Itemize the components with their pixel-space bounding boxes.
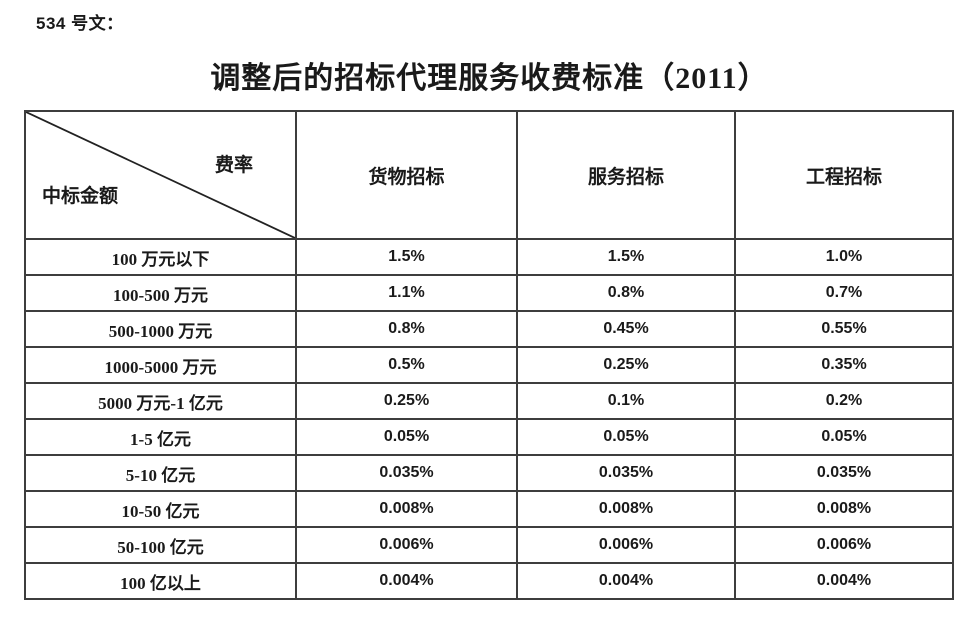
- table-row: 1-5 亿元 0.05% 0.05% 0.05%: [24, 418, 954, 456]
- table-row: 50-100 亿元 0.006% 0.006% 0.006%: [24, 526, 954, 564]
- fee-standard-table: 费率 中标金额 货物招标 服务招标 工程招标 100 万元以下 1.5% 1.5% 1…: [24, 110, 954, 600]
- rate-value-cell: 0.8%: [295, 310, 518, 348]
- rate-value-cell: 0.008%: [295, 490, 518, 528]
- rate-value-cell: 0.035%: [734, 454, 954, 492]
- row-label-bid-amount-range: 100-500 万元: [24, 274, 297, 312]
- rate-value-cell: 0.004%: [734, 562, 954, 600]
- column-header-goods-bidding: 货物招标: [295, 110, 518, 240]
- table-row: 1000-5000 万元 0.5% 0.25% 0.35%: [24, 346, 954, 384]
- diagonal-divider-line: [26, 112, 295, 238]
- rate-value-cell: 0.25%: [295, 382, 518, 420]
- row-label-bid-amount-range: 1-5 亿元: [24, 418, 297, 456]
- row-label-bid-amount-range: 1000-5000 万元: [24, 346, 297, 384]
- row-label-bid-amount-range: 100 亿以上: [24, 562, 297, 600]
- row-label-bid-amount-range: 5000 万元-1 亿元: [24, 382, 297, 420]
- rate-value-cell: 0.25%: [516, 346, 736, 384]
- table-row: 10-50 亿元 0.008% 0.008% 0.008%: [24, 490, 954, 528]
- rate-value-cell: 0.008%: [734, 490, 954, 528]
- row-label-bid-amount-range: 500-1000 万元: [24, 310, 297, 348]
- rate-value-cell: 0.035%: [295, 454, 518, 492]
- rate-value-cell: 0.006%: [516, 526, 736, 564]
- corner-label-rate: 费率: [214, 155, 253, 176]
- page-title: 调整后的招标代理服务收费标准（2011）: [210, 62, 769, 95]
- column-header-service-bidding: 服务招标: [516, 110, 736, 240]
- rate-value-cell: 0.006%: [734, 526, 954, 564]
- table-body: 100 万元以下 1.5% 1.5% 1.0% 100-500 万元 1.1% 0.8% 0.…: [24, 238, 954, 600]
- rate-value-cell: 0.006%: [295, 526, 518, 564]
- rate-value-cell: 0.05%: [295, 418, 518, 456]
- rate-value-cell: 0.05%: [516, 418, 736, 456]
- table-header: 费率 中标金额 货物招标 服务招标 工程招标: [24, 110, 954, 240]
- table-row: 100 亿以上 0.004% 0.004% 0.004%: [24, 562, 954, 600]
- header-row: 费率 中标金额 货物招标 服务招标 工程招标: [24, 110, 954, 240]
- rate-value-cell: 1.5%: [295, 238, 518, 276]
- table-row: 5000 万元-1 亿元 0.25% 0.1% 0.2%: [24, 382, 954, 420]
- corner-header-cell: 费率 中标金额: [24, 110, 297, 240]
- rate-value-cell: 0.2%: [734, 382, 954, 420]
- table-row: 100-500 万元 1.1% 0.8% 0.7%: [24, 274, 954, 312]
- rate-value-cell: 0.004%: [516, 562, 736, 600]
- table-row: 100 万元以下 1.5% 1.5% 1.0%: [24, 238, 954, 276]
- rate-value-cell: 0.55%: [734, 310, 954, 348]
- rate-value-cell: 0.8%: [516, 274, 736, 312]
- rate-value-cell: 0.008%: [516, 490, 736, 528]
- rate-value-cell: 0.7%: [734, 274, 954, 312]
- row-label-bid-amount-range: 50-100 亿元: [24, 526, 297, 564]
- rate-value-cell: 0.1%: [516, 382, 736, 420]
- rate-value-cell: 0.035%: [516, 454, 736, 492]
- rate-value-cell: 0.5%: [295, 346, 518, 384]
- column-header-works-bidding: 工程招标: [734, 110, 954, 240]
- corner-label-bid-amount: 中标金额: [42, 186, 119, 207]
- rate-value-cell: 1.1%: [295, 274, 518, 312]
- rate-value-cell: 0.35%: [734, 346, 954, 384]
- row-label-bid-amount-range: 5-10 亿元: [24, 454, 297, 492]
- doc-number-label: 534 号文：: [36, 14, 124, 33]
- rate-value-cell: 0.45%: [516, 310, 736, 348]
- table-row: 5-10 亿元 0.035% 0.035% 0.035%: [24, 454, 954, 492]
- rate-value-cell: 0.004%: [295, 562, 518, 600]
- row-label-bid-amount-range: 100 万元以下: [24, 238, 297, 276]
- row-label-bid-amount-range: 10-50 亿元: [24, 490, 297, 528]
- table-row: 500-1000 万元 0.8% 0.45% 0.55%: [24, 310, 954, 348]
- rate-value-cell: 0.05%: [734, 418, 954, 456]
- rate-value-cell: 1.5%: [516, 238, 736, 276]
- rate-value-cell: 1.0%: [734, 238, 954, 276]
